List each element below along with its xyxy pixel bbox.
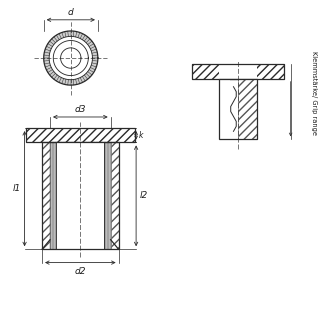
Bar bbox=[219, 64, 257, 79]
Polygon shape bbox=[44, 31, 98, 85]
Text: d3: d3 bbox=[75, 105, 86, 114]
Bar bbox=[26, 128, 134, 142]
Text: k: k bbox=[139, 131, 143, 140]
Bar bbox=[238, 79, 257, 139]
Bar bbox=[192, 64, 284, 79]
Bar bbox=[56, 142, 104, 249]
Bar bbox=[42, 142, 50, 249]
Text: d: d bbox=[68, 8, 74, 17]
Bar bbox=[219, 79, 257, 139]
Bar bbox=[192, 64, 284, 79]
Bar bbox=[238, 79, 257, 139]
Bar bbox=[192, 64, 284, 79]
Text: l1: l1 bbox=[12, 184, 21, 193]
Bar bbox=[56, 142, 104, 249]
Bar bbox=[26, 128, 134, 142]
Bar bbox=[42, 142, 119, 249]
Bar bbox=[219, 79, 230, 139]
Text: l2: l2 bbox=[140, 191, 148, 200]
Bar bbox=[42, 142, 50, 249]
Text: Klemmstärke/ Grip range: Klemmstärke/ Grip range bbox=[311, 51, 317, 135]
Text: d2: d2 bbox=[75, 267, 86, 276]
Bar bbox=[111, 142, 119, 249]
Bar bbox=[111, 142, 119, 249]
Bar bbox=[50, 142, 111, 249]
Polygon shape bbox=[49, 36, 92, 80]
Bar bbox=[26, 128, 134, 142]
